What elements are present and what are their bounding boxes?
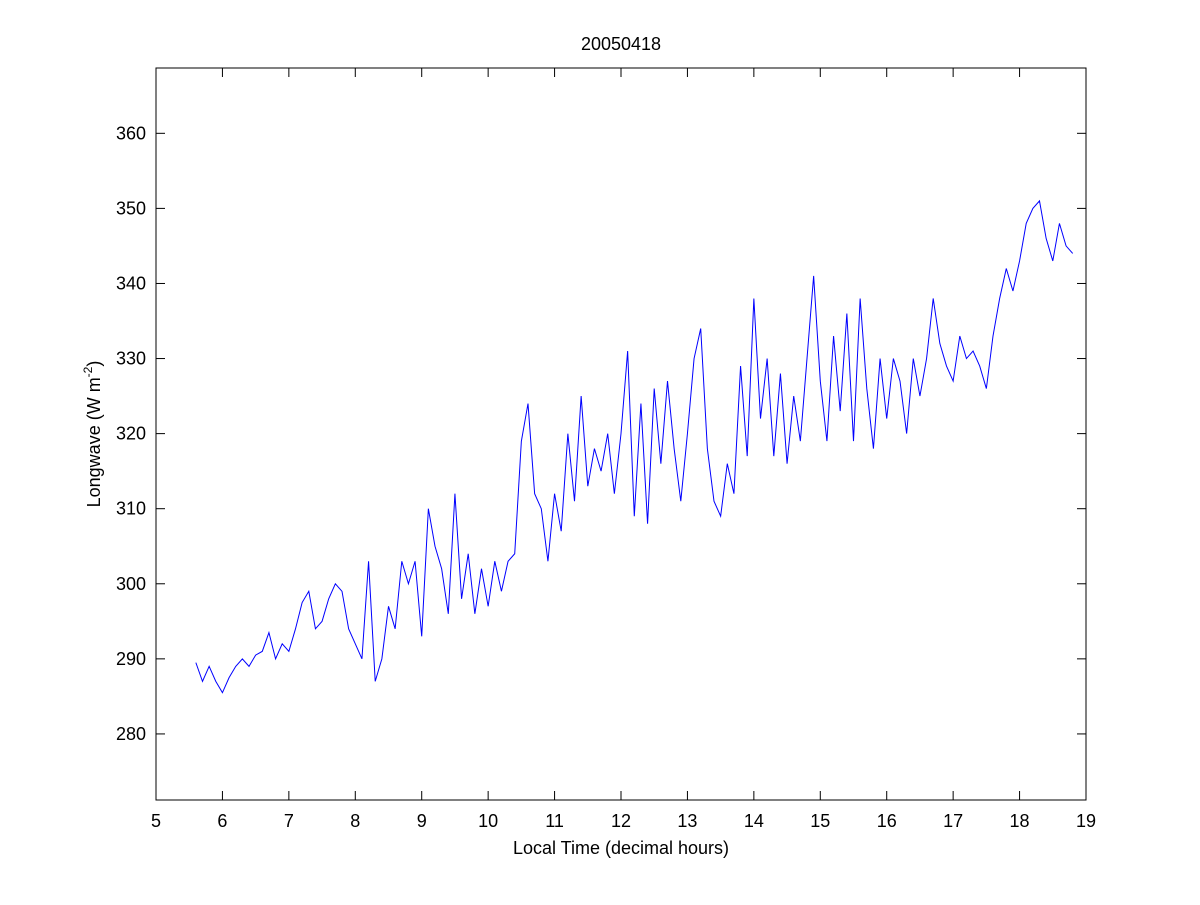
- y-tick-label: 280: [116, 724, 146, 744]
- x-tick-label: 6: [217, 811, 227, 831]
- y-axis-label-main: Longwave (W m: [84, 377, 104, 507]
- y-tick-label: 310: [116, 499, 146, 519]
- x-tick-label: 8: [350, 811, 360, 831]
- x-tick-label: 12: [611, 811, 631, 831]
- y-axis-label-sup: -2: [81, 366, 95, 377]
- y-tick-label: 320: [116, 424, 146, 444]
- x-tick-label: 15: [810, 811, 830, 831]
- y-tick-label: 340: [116, 273, 146, 293]
- y-tick-label: 350: [116, 198, 146, 218]
- chart-title: 20050418: [581, 34, 661, 54]
- y-tick-label: 290: [116, 649, 146, 669]
- y-tick-label: 300: [116, 574, 146, 594]
- x-tick-label: 9: [417, 811, 427, 831]
- x-tick-label: 18: [1010, 811, 1030, 831]
- x-tick-label: 13: [677, 811, 697, 831]
- x-tick-label: 11: [545, 811, 564, 831]
- data-line: [195, 199, 1074, 694]
- y-axis-label-end: ): [84, 361, 104, 367]
- x-tick-label: 17: [943, 811, 963, 831]
- x-tick-label: 14: [744, 811, 764, 831]
- x-tick-label: 5: [151, 811, 161, 831]
- x-tick-label: 7: [284, 811, 294, 831]
- y-tick-label: 330: [116, 349, 146, 369]
- x-tick-label: 16: [877, 811, 897, 831]
- y-axis-label: Longwave (W m-2): [81, 361, 104, 508]
- x-tick-label: 10: [478, 811, 498, 831]
- x-tick-label: 19: [1076, 811, 1096, 831]
- y-tick-label: 360: [116, 123, 146, 143]
- x-axis-label: Local Time (decimal hours): [513, 838, 729, 858]
